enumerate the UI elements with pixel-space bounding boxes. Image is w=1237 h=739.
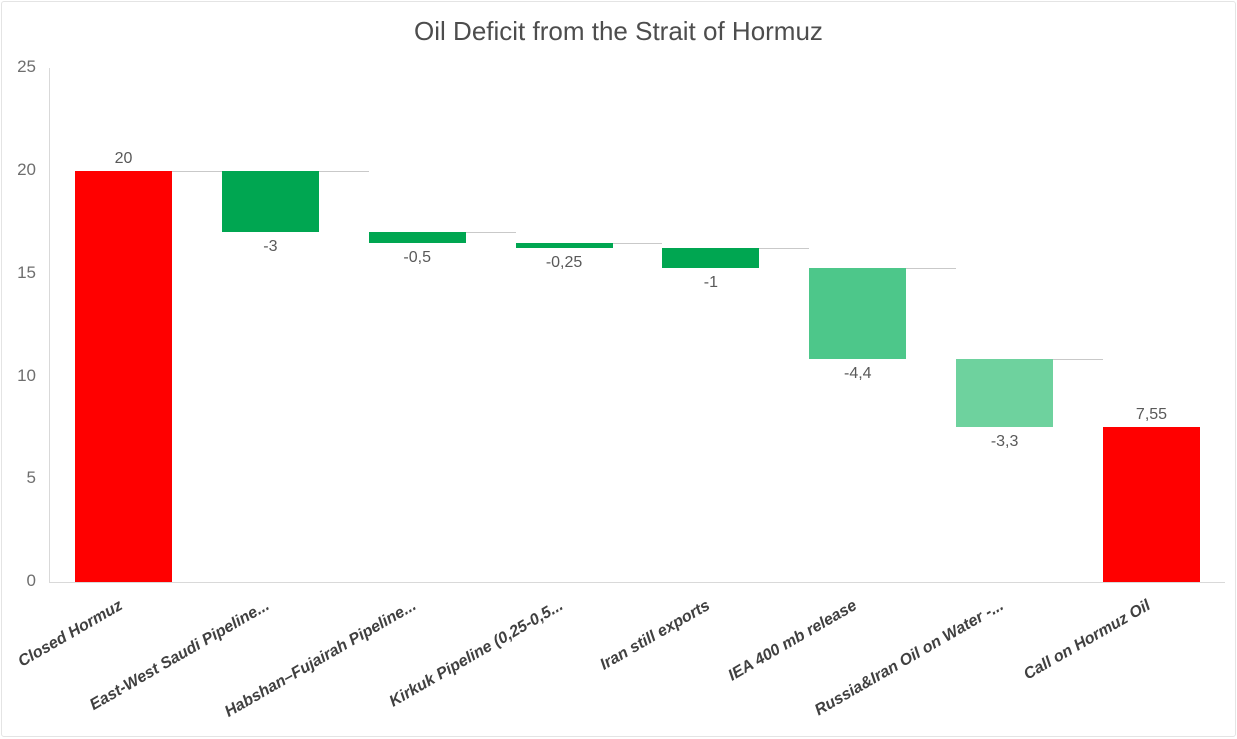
svg-text:IEA 400 mb release: IEA 400 mb release — [725, 597, 859, 684]
svg-text:Closed Hormuz: Closed Hormuz — [15, 597, 125, 670]
svg-text:Iran still exports: Iran still exports — [597, 597, 713, 674]
svg-text:Call on Hormuz Oil: Call on Hormuz Oil — [1021, 597, 1154, 684]
